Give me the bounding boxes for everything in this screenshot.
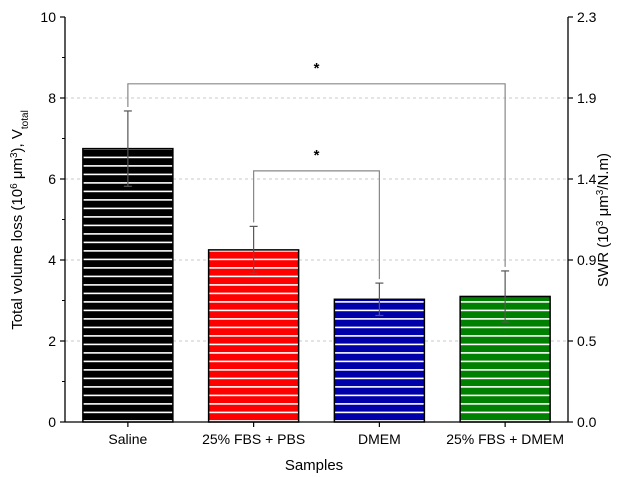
error-bar-2 <box>249 225 258 274</box>
y-axis-title: Total volume loss (106 μm3), Vtotal <box>9 110 31 330</box>
bars <box>82 147 551 423</box>
x-axis-title: Samples <box>285 457 343 474</box>
y2-tick-label: 1.9 <box>577 90 597 106</box>
y2-axis-title: SWR (103 μm3/N.m) <box>595 153 613 287</box>
x-tick-label: 25% FBS + PBS <box>202 431 305 447</box>
y2-tick-label: 0.0 <box>577 414 597 430</box>
y2-tick-label: 1.4 <box>577 171 597 187</box>
significance-bracket-2: * <box>253 147 380 280</box>
error-bar-1 <box>123 110 132 187</box>
x-tick-label: 25% FBS + DMEM <box>446 431 564 447</box>
significance-label: * <box>314 60 320 77</box>
y2-tick-label: 2.3 <box>577 9 597 25</box>
significance-brackets: ** <box>127 60 506 280</box>
error-bar-4 <box>501 270 510 323</box>
y-tick-label: 2 <box>48 333 56 349</box>
y-tick-label: 10 <box>40 9 56 25</box>
bar-1 <box>82 147 174 423</box>
y-tick-label: 4 <box>48 252 56 268</box>
significance-bracket-1: * <box>127 60 506 267</box>
y2-tick-label: 0.5 <box>577 333 597 349</box>
error-bar-3 <box>375 282 384 317</box>
tick-labels: 0 2 4 6 8 10 0.0 0.5 0.9 1.4 1.9 2.3 Saline 25% FBS +… <box>40 9 596 447</box>
error-bars <box>123 110 510 323</box>
y-tick-label: 8 <box>48 90 56 106</box>
y-tick-label: 6 <box>48 171 56 187</box>
significance-label: * <box>314 147 320 164</box>
x-tick-label: Saline <box>108 431 147 447</box>
bar-3 <box>333 298 426 423</box>
x-tick-label: DMEM <box>358 431 401 447</box>
y2-tick-label: 0.9 <box>577 252 597 268</box>
axes <box>60 16 573 427</box>
bar-2 <box>207 249 300 423</box>
y-tick-label: 0 <box>48 414 56 430</box>
